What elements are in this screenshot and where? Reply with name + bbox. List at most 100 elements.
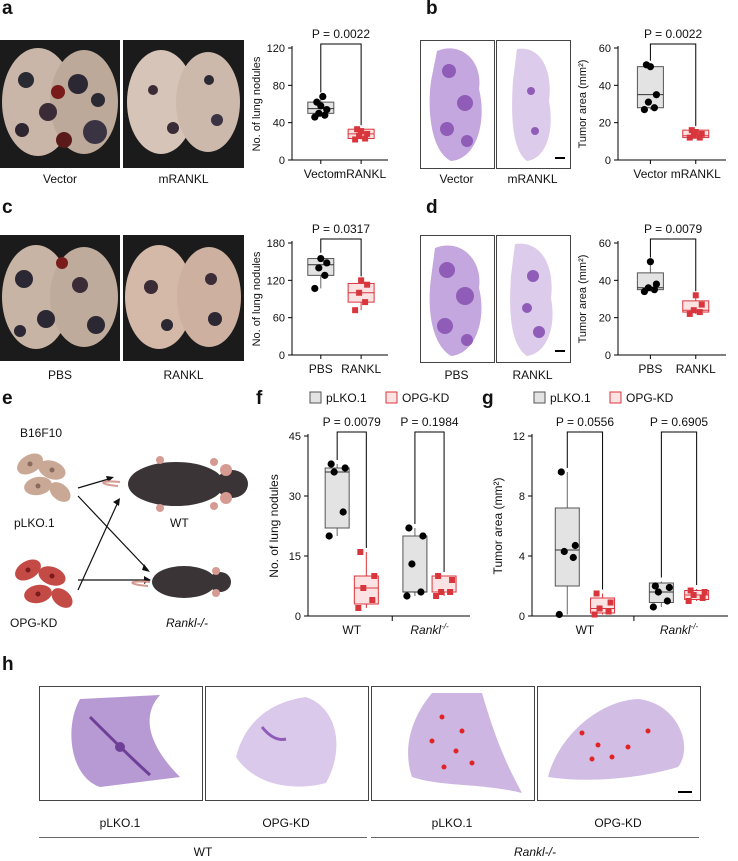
panel-label-b: b xyxy=(426,0,438,19)
data-point xyxy=(417,588,425,596)
legend-label-opgkd: OPG-KD xyxy=(626,391,674,405)
data-point xyxy=(640,106,648,114)
y-tick-label: 30 xyxy=(289,491,301,503)
data-point xyxy=(323,106,331,114)
mouse-label-wt: WT xyxy=(170,516,189,530)
experiment-schematic xyxy=(15,453,248,608)
box xyxy=(636,66,664,109)
p-value-label: P = 0.0079 xyxy=(644,222,702,236)
group-divider-ko xyxy=(371,837,699,838)
group-label-plko: pLKO.1 xyxy=(14,516,55,530)
y-tick-label: 40 xyxy=(599,275,611,287)
y-tick-label: 8 xyxy=(519,491,525,503)
x-tick-label: WT xyxy=(576,623,595,637)
y-tick-label: 45 xyxy=(289,431,301,443)
y-axis-label: No. of lung nodules xyxy=(251,251,263,346)
x-tick-label: mRANKL xyxy=(671,167,721,181)
y-axis-label: No. of lung nodules xyxy=(251,56,263,151)
data-point xyxy=(325,532,333,540)
chart-g: pLKO.1 OPG-KD 0 4 8 12 Tumor area (mm²) WT Rankl… xyxy=(491,391,728,637)
data-point xyxy=(571,541,579,550)
x-tick-label: Rankl-/- xyxy=(660,622,699,637)
p-value-label: P = 0.6905 xyxy=(650,415,708,429)
panel-label-c: c xyxy=(2,197,13,218)
histology-mrankl xyxy=(496,40,571,169)
photo-label: mRANKL xyxy=(507,172,558,186)
group-label-opgkd: OPG-KD xyxy=(10,616,58,630)
y-tick-label: 40 xyxy=(273,118,285,130)
y-tick-label: 0 xyxy=(279,155,285,167)
legend-swatch-opgkd xyxy=(385,391,398,404)
data-point xyxy=(569,553,577,562)
histology-label: pLKO.1 xyxy=(431,816,473,830)
data-point xyxy=(650,286,658,294)
data-point xyxy=(687,587,694,594)
histology-rankl xyxy=(496,235,571,363)
data-point xyxy=(356,132,363,139)
data-point xyxy=(327,460,335,468)
histology-vector xyxy=(420,40,495,169)
y-tick-label: 0 xyxy=(279,350,285,362)
lung-photo-vector xyxy=(0,40,120,168)
histology-ko-plko xyxy=(371,686,535,801)
data-point xyxy=(369,597,376,603)
data-point xyxy=(356,289,363,296)
data-point xyxy=(646,258,654,266)
y-tick-label: 40 xyxy=(599,80,611,92)
data-point xyxy=(354,126,361,133)
panel-label-h: h xyxy=(2,654,14,675)
histology-label: OPG-KD xyxy=(594,816,642,830)
data-point xyxy=(352,307,359,314)
panel-label-g: g xyxy=(482,388,494,409)
p-value-label: P = 0.0022 xyxy=(312,27,370,41)
cell-line-label: B16F10 xyxy=(20,426,63,440)
y-tick-label: 60 xyxy=(599,238,611,250)
significance-bracket xyxy=(336,431,367,548)
histology-label: pLKO.1 xyxy=(99,816,141,830)
significance-bracket xyxy=(320,238,362,277)
y-tick-label: 15 xyxy=(289,551,301,563)
data-point xyxy=(323,259,331,267)
data-point xyxy=(433,593,440,599)
panel-label-e: e xyxy=(2,388,13,409)
x-tick-label: Vector xyxy=(633,167,667,181)
photo-label: RANKL xyxy=(512,368,553,382)
data-point xyxy=(319,92,327,101)
data-point xyxy=(435,573,442,579)
data-point xyxy=(355,605,362,611)
y-tick-label: 0 xyxy=(295,611,301,623)
chart-b: 0 20 40 60 Tumor area (mm²) Vector mRANKL P = 0… xyxy=(577,27,726,181)
lung-photo-mrankl xyxy=(123,40,244,168)
data-point xyxy=(557,468,565,476)
data-point xyxy=(685,598,692,604)
lung-photo-pbs xyxy=(0,235,120,361)
data-point xyxy=(321,271,329,279)
significance-bracket xyxy=(566,431,604,590)
data-point xyxy=(419,532,427,540)
x-tick-label: Rankl-/- xyxy=(410,622,449,637)
data-point xyxy=(339,508,347,516)
histology-wt-plko xyxy=(39,686,203,801)
data-point xyxy=(341,464,349,472)
y-tick-label: 20 xyxy=(599,118,611,130)
chart-d: 0 20 40 60 Tumor area (mm²) PBS RANKL P = 0.007… xyxy=(577,222,726,376)
x-tick-label: RANKL xyxy=(341,362,381,376)
data-point xyxy=(686,134,693,141)
panel-label-a: a xyxy=(2,0,13,19)
data-point xyxy=(699,595,706,601)
data-point xyxy=(311,284,319,293)
mouse-label-rankl-ko: Rankl-/- xyxy=(166,616,209,630)
data-point xyxy=(701,589,708,595)
data-point xyxy=(596,605,603,612)
data-point xyxy=(690,592,697,598)
data-point xyxy=(321,111,329,119)
x-tick-label: RANKL xyxy=(676,362,716,376)
significance-bracket xyxy=(660,431,698,585)
y-axis-label: No. of lung nodules xyxy=(267,474,281,577)
data-point xyxy=(371,573,378,579)
data-point xyxy=(665,583,673,592)
significance-bracket xyxy=(320,43,362,126)
chart-f: pLKO.1 OPG-KD 0 15 30 45 No. of lung nodules WT… xyxy=(267,391,470,637)
y-tick-label: 4 xyxy=(519,551,525,563)
wt-mouse-icon xyxy=(102,456,248,512)
